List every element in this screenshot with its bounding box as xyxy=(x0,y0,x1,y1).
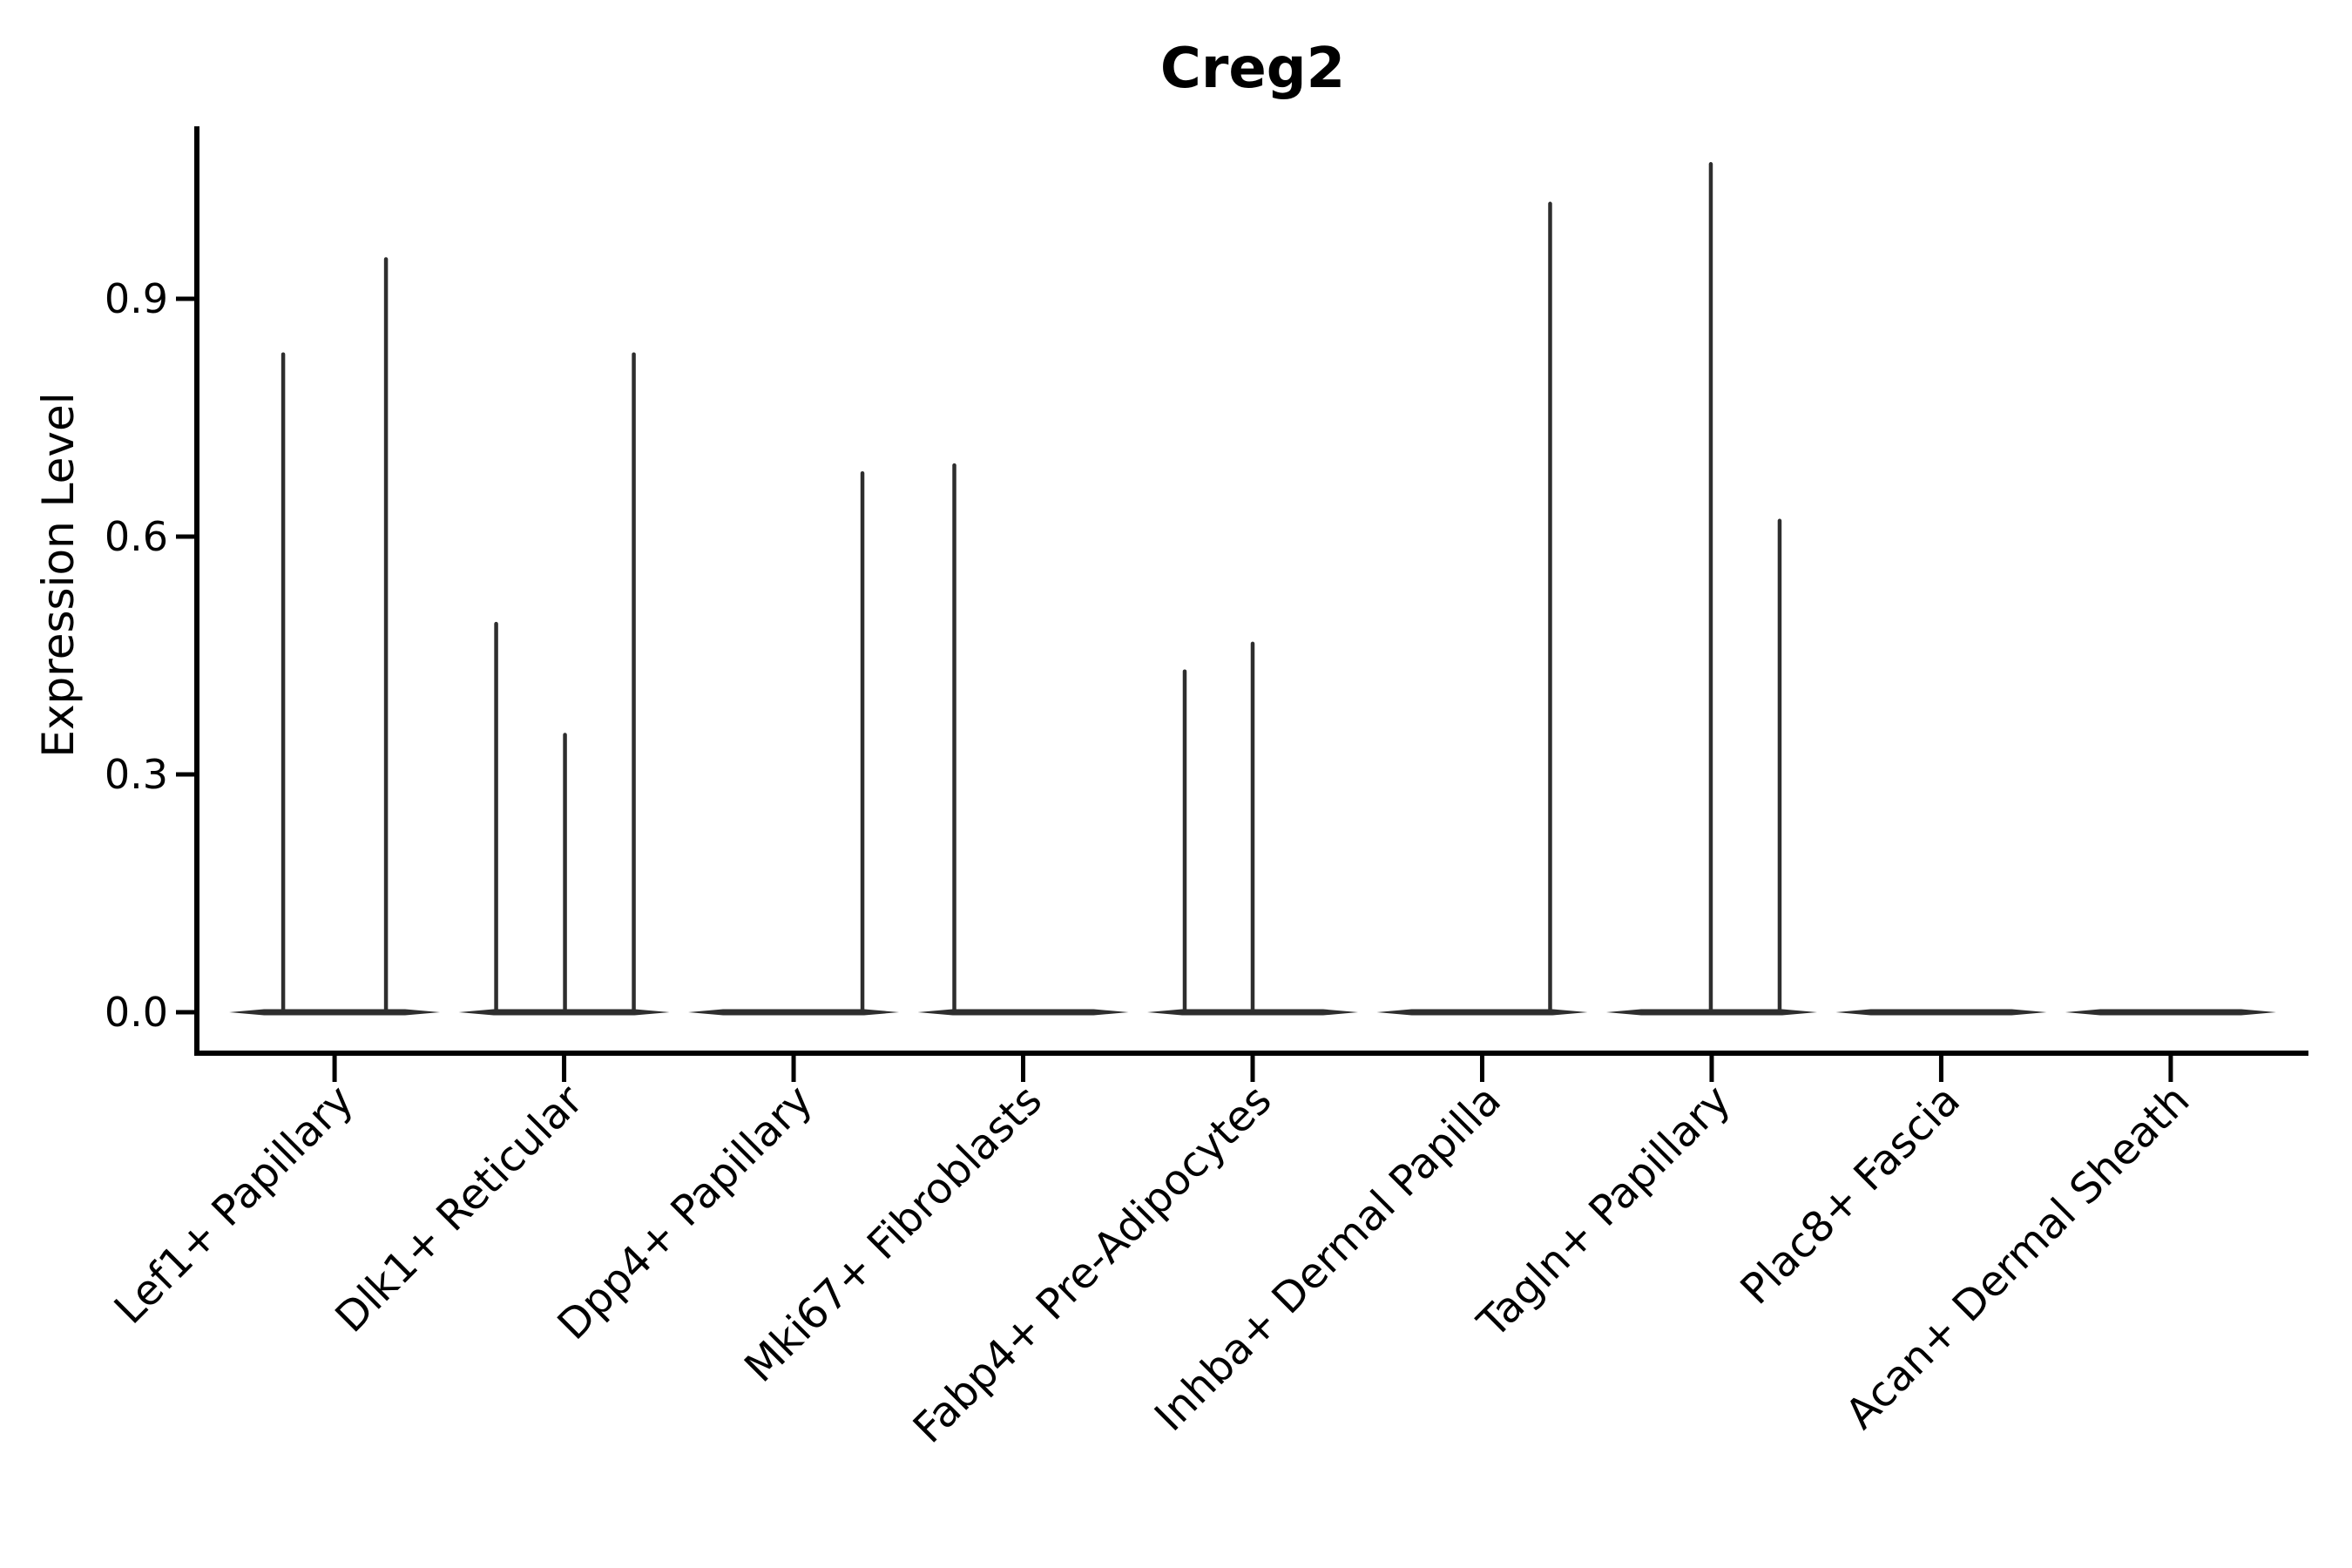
violin-baseline xyxy=(1376,1009,1588,1016)
x-category-label: Dpp4+ Papillary xyxy=(548,1076,821,1349)
y-axis-ticks: 0.0 0.3 0.6 0.9 xyxy=(105,275,197,1036)
violin-baseline xyxy=(917,1009,1129,1016)
violin xyxy=(688,470,900,1016)
violin xyxy=(1376,201,1588,1016)
x-axis-ticks xyxy=(332,1056,2173,1082)
violins xyxy=(229,162,2276,1016)
y-tick-label: 0.9 xyxy=(105,275,168,322)
x-category-label: Plac8+ Fascia xyxy=(1731,1076,1970,1315)
y-tick-label: 0.0 xyxy=(105,989,168,1036)
violin xyxy=(2065,1009,2276,1016)
y-tick-label: 0.3 xyxy=(105,751,168,798)
violin-baseline xyxy=(229,1009,441,1016)
violin-baseline xyxy=(2065,1009,2276,1016)
x-category-label: Lef1+ Papillary xyxy=(105,1076,363,1334)
chart-title: Creg2 xyxy=(1160,37,1345,101)
violin xyxy=(1605,162,1817,1016)
violin-baseline xyxy=(1835,1009,2047,1016)
violin-baseline xyxy=(688,1009,900,1016)
x-category-label: Tagln+ Papillary xyxy=(1468,1076,1740,1348)
violin xyxy=(1147,641,1358,1016)
violin xyxy=(458,352,670,1016)
y-tick-label: 0.6 xyxy=(105,513,168,560)
violin xyxy=(1835,1009,2047,1016)
violin xyxy=(917,463,1129,1016)
violin xyxy=(229,257,441,1016)
x-category-label: Dlk1+ Reticular xyxy=(326,1076,592,1342)
y-axis-label: Expression Level xyxy=(33,392,84,757)
